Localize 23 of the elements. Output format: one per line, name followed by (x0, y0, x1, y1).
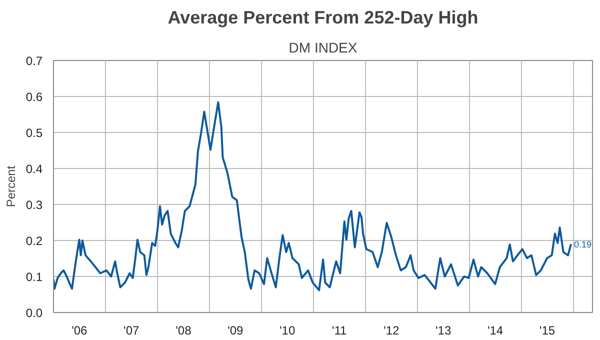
x-tick-label: '09 (228, 324, 244, 338)
annotation: 0.19 (574, 240, 592, 250)
y-tick-label: 0.5 (26, 126, 43, 140)
x-tick-label: '10 (280, 324, 296, 338)
x-tick-label: '08 (176, 324, 192, 338)
y-tick-label: 0.4 (26, 162, 43, 176)
y-tick-label: 0.3 (26, 198, 43, 212)
chart-subtitle: DM INDEX (288, 40, 358, 56)
y-tick-label: 0.0 (26, 306, 43, 320)
x-tick-label: '14 (487, 324, 504, 338)
x-tick-label: '11 (332, 324, 347, 338)
chart-title: Average Percent From 252-Day High (168, 8, 478, 28)
y-tick-label: 0.7 (26, 54, 43, 68)
y-tick-label: 0.2 (26, 234, 43, 248)
x-tick-label: '13 (436, 324, 452, 338)
y-tick-label: 0.6 (26, 90, 43, 104)
x-tick-label: '07 (124, 324, 140, 338)
y-tick-label: 0.1 (26, 270, 43, 284)
x-tick-label: '12 (384, 324, 400, 338)
x-tick-label: '06 (72, 324, 88, 338)
y-axis-title: Percent (4, 165, 18, 208)
x-tick-label: '15 (539, 324, 556, 338)
line-series (54, 101, 572, 292)
